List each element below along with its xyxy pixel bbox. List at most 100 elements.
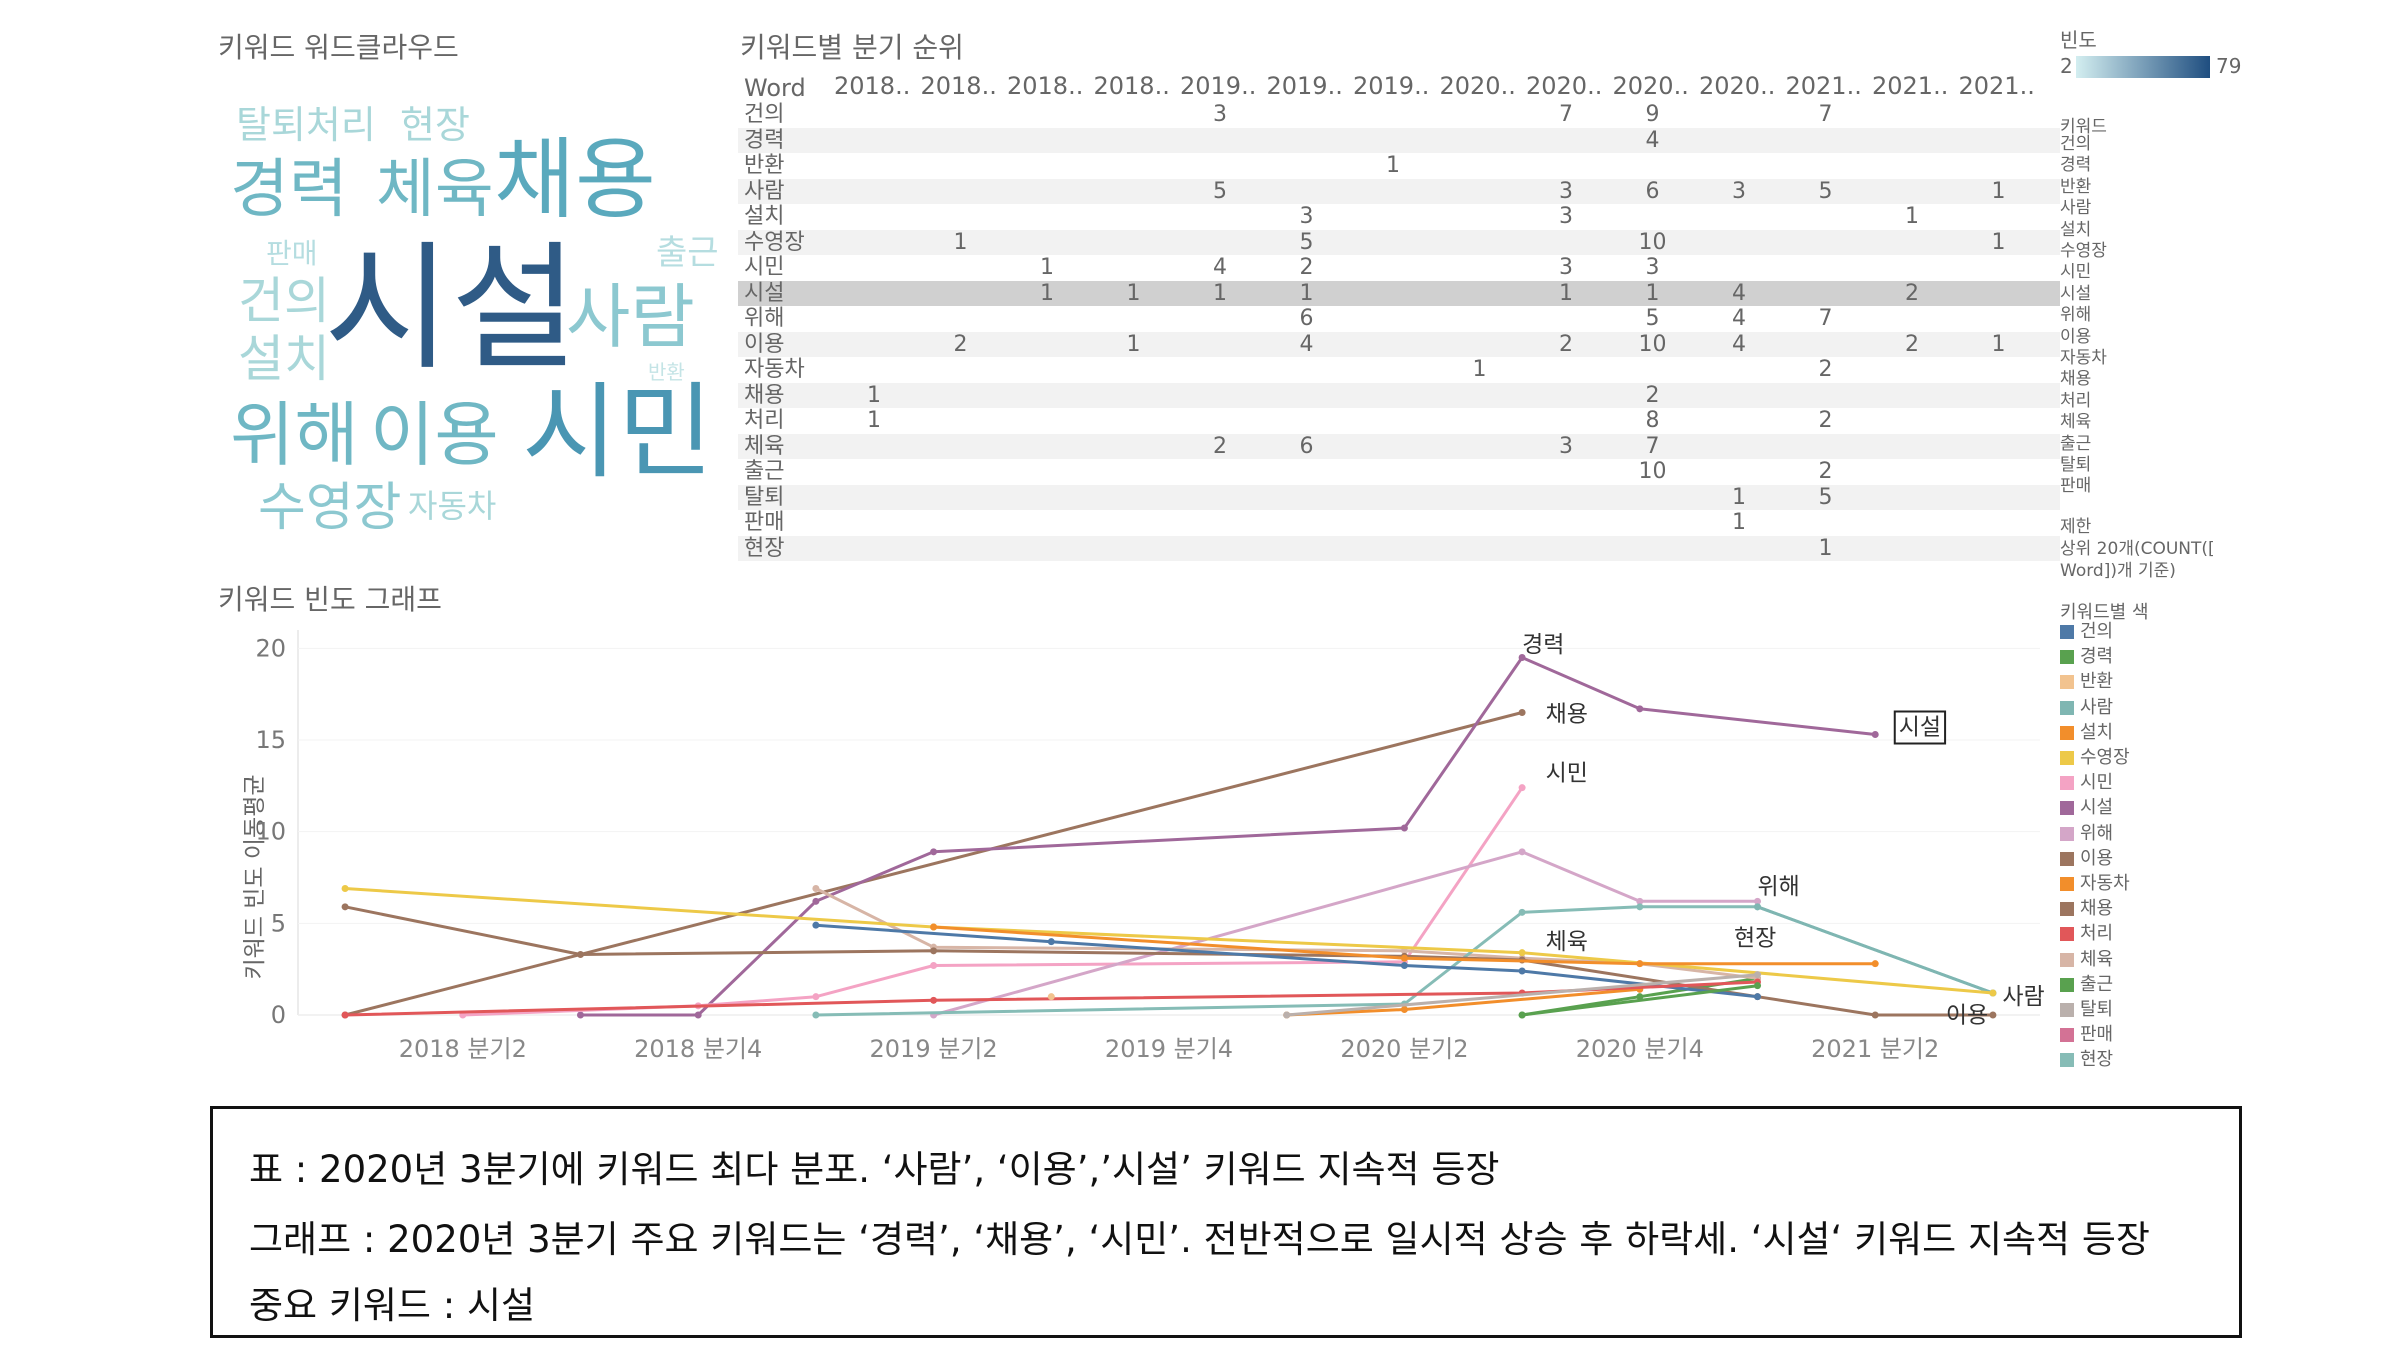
table-cell: 1	[1126, 331, 1141, 357]
table-row-word: 수영장	[744, 229, 805, 255]
filter-item[interactable]: 판매	[2060, 476, 2092, 497]
series-line-시민	[462, 786, 1524, 1017]
data-point-이용	[1989, 1011, 1997, 1019]
color-legend-label: 위해	[2080, 822, 2114, 844]
color-legend-item[interactable]: 시설	[2060, 798, 2113, 818]
word-수영장: 수영장	[258, 478, 402, 538]
data-point-시민	[1518, 784, 1526, 792]
table-cell: 1	[1732, 484, 1746, 510]
table-col-header: 2020..	[1526, 72, 1603, 100]
table-row-word: 경력	[744, 127, 785, 153]
summary-line-3: 중요 키워드 : 시설	[249, 1284, 536, 1327]
table-cell: 1	[1559, 280, 1573, 306]
series-line-처리	[345, 980, 1758, 1017]
table-cell: 3	[1559, 255, 1573, 280]
table-row: 사람 5 3 6 3 5 1	[738, 178, 2060, 204]
table-row: 처리 1 8 2	[738, 408, 2060, 434]
word-경력: 경력	[230, 153, 348, 227]
color-legend-item[interactable]: 탈퇴	[2060, 1000, 2113, 1020]
filter-item[interactable]: 설치	[2060, 219, 2092, 240]
color-legend-item[interactable]: 판매	[2060, 1025, 2113, 1045]
data-point-시민	[930, 962, 938, 969]
color-legend-item[interactable]: 시민	[2060, 773, 2113, 793]
table-row: 시설 1 1 1 1 1 1 4 2	[738, 280, 2060, 306]
color-legend-item[interactable]: 채용	[2060, 899, 2113, 919]
table-cell: 10	[1638, 331, 1667, 357]
data-point-채용	[341, 1011, 349, 1019]
data-point-설치	[1871, 960, 1879, 968]
data-point-탈퇴	[1283, 1011, 1291, 1019]
table-cell: 5	[1818, 178, 1833, 204]
color-legend-item[interactable]: 출근	[2060, 974, 2113, 995]
table-cell: 1	[1991, 331, 2006, 357]
color-legend-item[interactable]: 건의	[2060, 622, 2113, 642]
color-legend-item[interactable]: 수영장	[2060, 748, 2130, 768]
color-legend-item[interactable]: 사람	[2060, 697, 2113, 718]
filter-item[interactable]: 수영장	[2060, 241, 2107, 261]
series-line-체육	[815, 887, 1758, 980]
table-cell: 3	[1559, 178, 1573, 204]
color-legend-label: 이용	[2080, 847, 2114, 869]
color-legend-label: 현장	[2080, 1049, 2114, 1071]
filter-item[interactable]: 위해	[2060, 305, 2092, 326]
word-사람: 사람	[566, 276, 695, 358]
color-legend-item[interactable]: 경력	[2060, 647, 2113, 667]
filter-item[interactable]: 체육	[2060, 412, 2092, 433]
table-row: 경력 4	[738, 127, 2060, 153]
word-시민: 시민	[522, 371, 714, 493]
table-row-word: 자동차	[744, 357, 805, 382]
x-tick-label: 2020 분기2	[1340, 1035, 1468, 1063]
data-point-건의	[1400, 962, 1408, 969]
table-row: 이용 2 1 4 2 10 4 2 1	[738, 331, 2060, 357]
color-legend-item[interactable]: 처리	[2060, 924, 2113, 944]
table-row: 출근 10 2	[738, 459, 2060, 485]
color-legend-item[interactable]: 위해	[2060, 822, 2114, 844]
filter-item[interactable]: 탈퇴	[2060, 455, 2092, 475]
table-cell: 6	[1299, 306, 1314, 331]
table-cell: 1	[1040, 255, 1054, 280]
color-legend-item[interactable]: 반환	[2060, 672, 2113, 692]
filter-item[interactable]: 반환	[2060, 176, 2092, 197]
table-row-word: 이용	[744, 331, 785, 357]
table-col-header: 2019..	[1353, 72, 1430, 100]
rank-table-title: 키워드별 분기 순위	[740, 31, 964, 64]
table-cell: 2	[1818, 408, 1833, 433]
color-swatch	[2060, 927, 2074, 942]
filter-item[interactable]: 시민	[2060, 262, 2092, 283]
series-line-시설	[580, 656, 1876, 1017]
color-legend-label: 경력	[2080, 646, 2114, 668]
data-point-처리	[930, 996, 938, 1004]
data-point-현장	[1400, 1000, 1408, 1008]
table-cell: 7	[1818, 306, 1833, 331]
word-체육: 체육	[376, 153, 494, 227]
filter-item[interactable]: 경력	[2060, 155, 2092, 176]
color-legend-item[interactable]: 자동차	[2060, 874, 2130, 894]
data-point-설치	[1400, 954, 1408, 962]
data-point-위해	[1518, 848, 1526, 856]
color-legend-item[interactable]: 설치	[2060, 722, 2113, 743]
x-tick-label: 2018 분기2	[399, 1035, 527, 1063]
word-위해: 위해	[230, 394, 359, 476]
y-tick-label: 20	[255, 634, 286, 662]
filter-item[interactable]: 시설	[2060, 283, 2092, 304]
color-legend-item[interactable]: 체육	[2060, 949, 2113, 970]
filter-item[interactable]: 이용	[2060, 326, 2092, 347]
word-반환: 반환	[648, 360, 685, 384]
limit-text-2: Word])개 기준)	[2060, 561, 2176, 581]
data-point-건의	[1754, 993, 1762, 1001]
color-legend-item[interactable]: 이용	[2060, 847, 2114, 869]
filter-item[interactable]: 처리	[2060, 390, 2092, 411]
filter-item[interactable]: 자동차	[2060, 348, 2107, 368]
y-tick-label: 5	[271, 909, 286, 937]
table-row-word: 사람	[744, 178, 785, 204]
color-swatch	[2060, 952, 2074, 967]
filter-item[interactable]: 사람	[2060, 198, 2092, 219]
filter-item[interactable]: 채용	[2060, 369, 2092, 390]
filter-item[interactable]: 출근	[2060, 433, 2092, 454]
filter-item[interactable]: 건의	[2060, 134, 2092, 154]
table-cell: 1	[1991, 229, 2006, 255]
series-line-현장	[815, 905, 1994, 1017]
table-cell: 1	[1472, 357, 1487, 382]
table-cell: 2	[1213, 433, 1227, 459]
color-legend-item[interactable]: 현장	[2060, 1050, 2113, 1070]
